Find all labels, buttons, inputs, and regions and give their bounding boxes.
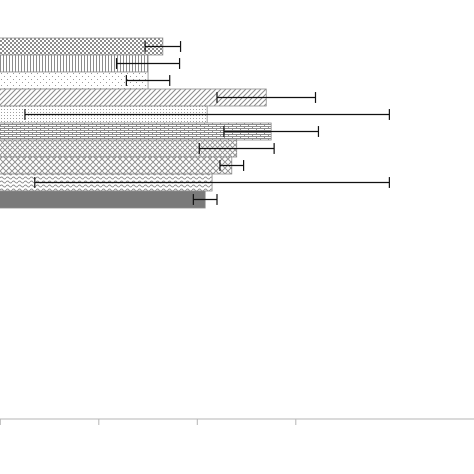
error-bar-g1-s1 bbox=[144, 41, 182, 52]
error-bar-g1-s2 bbox=[115, 58, 181, 69]
error-bar-g1-s3 bbox=[125, 75, 171, 86]
error-bar-g1-s9 bbox=[34, 177, 390, 188]
error-bar-g1-s10 bbox=[192, 194, 218, 205]
bar-g1-s1 bbox=[0, 37, 164, 56]
error-bar-g1-s6 bbox=[223, 126, 320, 137]
bar-g1-s8 bbox=[0, 156, 233, 175]
bar-g1-s10 bbox=[0, 190, 206, 209]
error-bar-g1-s4 bbox=[216, 92, 317, 103]
error-bar-g1-s5 bbox=[24, 109, 390, 120]
error-bar-g1-s7 bbox=[198, 143, 275, 154]
error-bar-g1-s8 bbox=[219, 160, 245, 171]
